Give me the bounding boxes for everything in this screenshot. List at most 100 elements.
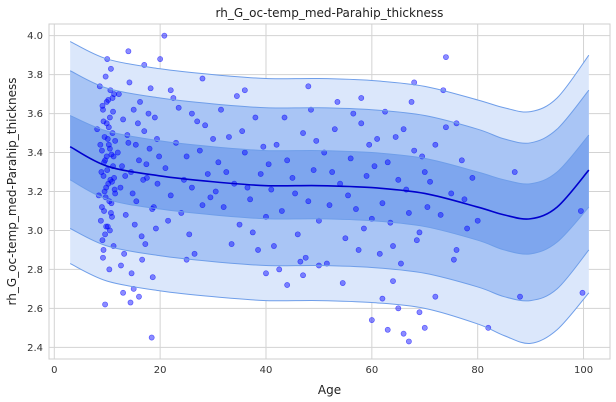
data-point (366, 141, 373, 148)
data-point (374, 136, 381, 142)
data-point (437, 211, 444, 218)
data-point (196, 147, 203, 154)
data-point (220, 204, 227, 210)
data-point (400, 126, 407, 133)
data-point (228, 241, 235, 247)
data-point (97, 141, 104, 148)
data-point (376, 250, 383, 257)
data-point (453, 247, 460, 253)
data-point (458, 157, 465, 164)
data-point (416, 229, 423, 236)
centile-line-outer-upper (69, 41, 590, 113)
data-point (461, 196, 468, 203)
data-point (464, 225, 471, 232)
data-point (395, 305, 402, 312)
plot-frame (48, 23, 611, 360)
data-point (413, 237, 420, 244)
x-tick-label: 40 (260, 365, 273, 376)
data-point (102, 73, 109, 80)
y-tick-label: 2.4 (27, 343, 43, 354)
data-point (350, 110, 357, 117)
y-tick-label: 2.6 (27, 304, 43, 315)
data-point (316, 217, 322, 224)
data-point (194, 118, 201, 125)
data-point (122, 211, 129, 218)
inner-centile-band (70, 115, 589, 255)
data-point (122, 173, 129, 179)
y-axis: 2.4 2.6 2.8 3.0 3.2 3.4 3.6 3.8 4.0 (27, 31, 43, 354)
data-point (361, 225, 367, 232)
data-point (390, 243, 396, 249)
data-point (321, 149, 328, 156)
data-point (119, 163, 125, 170)
data-point (106, 114, 113, 121)
data-point (294, 231, 301, 238)
data-point (204, 171, 211, 177)
y-axis-label: rh_G_oc-temp_med-Parahip_thickness (5, 78, 19, 306)
centile-lines (69, 41, 590, 344)
data-point (150, 204, 157, 210)
data-point (149, 274, 156, 281)
data-point (302, 254, 309, 261)
data-point (161, 32, 168, 39)
data-point (281, 114, 288, 121)
data-point (395, 176, 402, 183)
centile-bands (70, 41, 589, 344)
y-tick-label: 3.0 (27, 226, 43, 237)
data-point (199, 202, 206, 209)
data-point (339, 280, 346, 286)
data-point (358, 120, 365, 127)
data-point (117, 184, 124, 191)
data-point (284, 157, 291, 164)
data-point (103, 99, 110, 105)
data-point (284, 282, 291, 288)
data-point (102, 231, 108, 238)
data-point (102, 301, 108, 308)
y-tick-label: 3.8 (27, 70, 43, 81)
data-point (110, 108, 116, 115)
data-point (106, 227, 113, 234)
data-point (151, 114, 158, 121)
data-point (186, 231, 193, 238)
data-point (432, 141, 439, 148)
data-point (305, 198, 312, 205)
data-point (202, 122, 209, 129)
data-point (162, 165, 169, 172)
data-point (100, 118, 107, 125)
data-point (215, 159, 222, 166)
data-point (133, 198, 140, 205)
data-point (146, 145, 153, 152)
data-point (271, 243, 277, 249)
data-point (143, 161, 150, 168)
data-point (99, 147, 105, 154)
data-point (517, 293, 523, 300)
data-point (167, 87, 174, 94)
data-point (104, 136, 111, 142)
data-point (273, 141, 280, 148)
data-point (390, 278, 396, 284)
data-point (432, 293, 439, 300)
data-point (100, 247, 107, 253)
data-point (136, 293, 142, 300)
data-point (112, 137, 119, 144)
data-point (233, 93, 240, 99)
data-point (142, 241, 149, 247)
data-point (278, 208, 285, 214)
data-point (183, 153, 190, 160)
data-point (145, 110, 152, 117)
data-point (329, 169, 336, 175)
data-point (109, 95, 116, 101)
y-tick-label: 2.8 (27, 265, 43, 276)
data-point (384, 159, 391, 166)
data-point (140, 176, 147, 183)
data-point (218, 106, 224, 113)
data-point (474, 217, 481, 224)
data-point (247, 196, 254, 203)
data-point (300, 272, 306, 279)
data-point (153, 225, 159, 232)
data-point (297, 258, 304, 265)
data-point (405, 338, 412, 345)
data-point (199, 75, 206, 82)
data-point (148, 334, 155, 341)
